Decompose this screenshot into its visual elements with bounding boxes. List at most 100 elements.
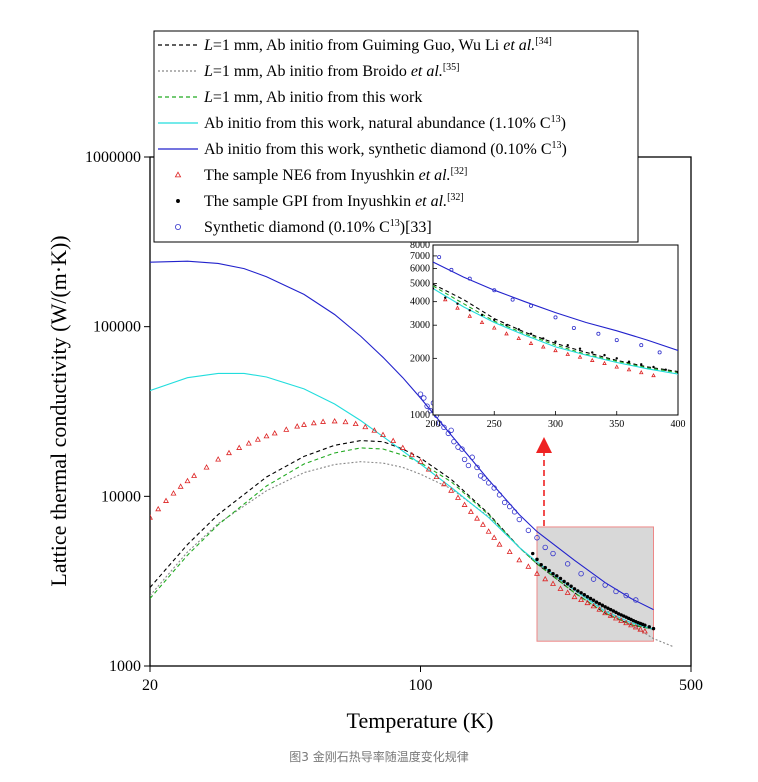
gpi-data-point <box>543 565 547 570</box>
ne6-data-point <box>342 418 349 425</box>
gpi-data-point <box>562 579 566 584</box>
ne6-data-point <box>177 483 184 489</box>
gpi-data-point <box>558 576 563 581</box>
y-tick-label: 1000000 <box>85 149 141 166</box>
gpi-data-point <box>554 340 557 343</box>
ne6-data-point <box>613 615 619 621</box>
legend-item-synthetic: Ab initio from this work, synthetic diam… <box>158 140 567 158</box>
ne6-data-point <box>455 305 460 310</box>
ne6-data-point <box>425 466 432 472</box>
gpi-data-point <box>539 563 543 567</box>
inset-y-tick-label: 6000 <box>410 264 430 275</box>
inset-y-tick-label: 7000 <box>410 251 430 262</box>
ne6-data-point <box>638 370 644 375</box>
inset-plot-frame <box>432 244 679 416</box>
gpi-data-point <box>603 605 607 609</box>
synth_exp-data-point <box>467 276 472 281</box>
ne6-data-point <box>504 331 509 336</box>
synth_exp-data-point <box>459 446 465 452</box>
ne6-data-point <box>417 458 424 464</box>
this_l1-series-line <box>433 285 678 374</box>
gpi-data-point <box>551 571 555 576</box>
ne6-data-point <box>310 419 317 426</box>
gpi-data-point <box>505 323 508 327</box>
synth_exp-data-point <box>421 395 427 401</box>
legend-item-natural: Ab initio from this work, natural abunda… <box>158 114 566 132</box>
legend-label: The sample NE6 from Inyushkin et al.[32] <box>204 166 467 184</box>
synth_exp-data-point <box>492 288 497 293</box>
ne6-data-point <box>485 528 492 534</box>
gpi-data-point <box>585 595 590 599</box>
synth_exp-data-point <box>496 492 503 498</box>
synth_exp-data-point <box>516 516 522 523</box>
gpi-data-point <box>493 318 496 322</box>
synth_exp-data-point <box>578 570 584 577</box>
ne6-data-point <box>184 477 191 484</box>
ne6-data-point <box>590 602 597 609</box>
gpi-data-point <box>547 568 551 573</box>
y-tick-label: 1000 <box>109 658 141 675</box>
ne6-data-point <box>390 437 397 444</box>
ne6-data-point <box>491 325 497 330</box>
legend-label: L=1 mm, Ab initio from Broido et al.[35] <box>203 62 460 80</box>
ne6-data-point <box>191 472 198 478</box>
inset-x-tick-label: 300 <box>548 419 563 430</box>
legend-label: L=1 mm, Ab initio from this work <box>203 89 422 106</box>
ne6-data-point <box>632 624 639 630</box>
ne6-data-point <box>540 344 546 349</box>
legend-label: Ab initio from this work, synthetic diam… <box>204 140 567 158</box>
ne6-data-point <box>461 501 468 507</box>
inset-series-lines <box>433 261 678 375</box>
gpi-data-point <box>643 623 647 627</box>
gpi-data-point <box>576 589 580 593</box>
ne6-data-point <box>542 575 549 582</box>
gpi-data-point <box>569 584 573 589</box>
synth_exp-data-point <box>481 475 487 481</box>
synth_exp-data-point <box>529 303 534 308</box>
ne6-data-point <box>283 426 290 432</box>
synth_exp-data-point <box>623 592 629 599</box>
synthetic-series-line <box>150 260 654 611</box>
ne6-data-point <box>203 464 210 470</box>
ne6-data-point <box>516 556 523 563</box>
gpi-data-point <box>606 606 610 610</box>
inset-y-tick-label: 1000 <box>410 410 430 421</box>
gpi-data-point <box>591 598 596 602</box>
synth_exp-data-point <box>174 223 181 230</box>
ne6-data-point <box>516 335 522 341</box>
ne6-data-point <box>596 606 603 612</box>
gpi-data-point <box>456 302 459 305</box>
synth_exp-data-point <box>633 597 639 603</box>
synth_exp-data-point <box>485 480 492 486</box>
inset-x-tick-label: 350 <box>609 419 624 430</box>
inset-y-tick-label: 2000 <box>410 353 430 364</box>
broido-series-line <box>150 461 674 648</box>
synth_exp-data-point <box>511 509 518 515</box>
gpi-data-point <box>555 574 559 578</box>
guo-series-line <box>433 283 678 373</box>
ne6-data-point <box>577 354 583 359</box>
ne6-data-point <box>294 423 301 429</box>
synth_exp-data-point <box>441 424 447 431</box>
synth_exp-data-point <box>534 535 540 541</box>
ne6-data-point <box>607 612 614 618</box>
ne6-data-point <box>641 628 648 634</box>
inset-series-markers <box>433 255 678 378</box>
ne6-data-point <box>528 340 534 345</box>
gpi-data-point <box>608 607 613 612</box>
inset-y-tick-label: 4000 <box>410 297 430 308</box>
ne6-data-point <box>479 521 486 527</box>
gpi-data-point <box>603 353 606 357</box>
gpi-data-point <box>600 603 605 607</box>
ne6-data-point <box>571 593 578 600</box>
ne6-data-point <box>263 432 270 439</box>
ne6-data-point <box>271 430 278 436</box>
ne6-data-point <box>534 570 540 576</box>
gpi-data-point <box>627 360 631 363</box>
synth_exp-data-point <box>448 427 454 434</box>
synth_exp-data-point <box>424 403 430 409</box>
ne6-data-point <box>506 548 513 555</box>
synth_exp-data-point <box>525 527 532 534</box>
legend-item-gpi: The sample GPI from Inyushkin et al.[32] <box>176 192 464 210</box>
ne6-data-point <box>236 444 243 450</box>
